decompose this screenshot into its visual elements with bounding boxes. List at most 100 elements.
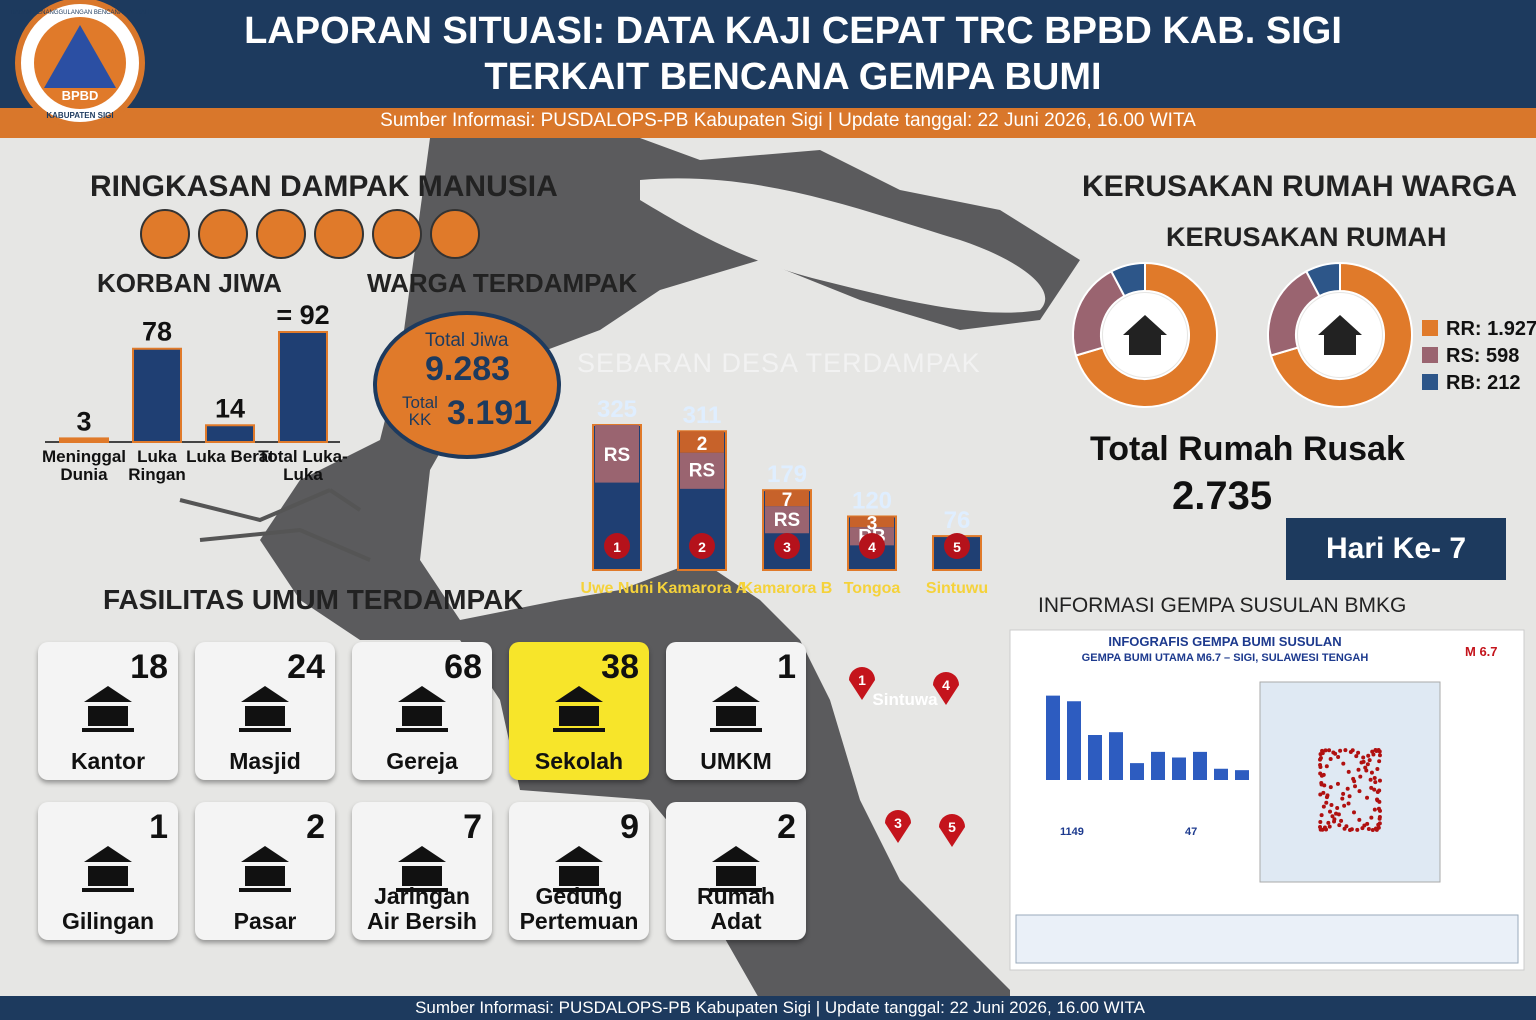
epicenter-dot — [1323, 748, 1328, 753]
epicenter-dot — [1363, 765, 1368, 770]
pin — [859, 533, 885, 559]
epicenter-dot — [1334, 811, 1339, 816]
facility-label: Gedung Pertemuan — [519, 883, 639, 934]
category-label: Luka Berat — [186, 447, 274, 466]
epicenter-dot — [1318, 762, 1323, 767]
epicenter-dot — [1321, 790, 1326, 795]
map-pin-label: 4 — [942, 677, 950, 693]
epicenter-dot — [1319, 813, 1324, 818]
segment — [765, 506, 809, 534]
facility-value: 24 — [287, 648, 325, 686]
segment-label: 7 — [782, 490, 793, 511]
pin-label: 1 — [613, 539, 621, 555]
title: TERKAIT BENCANA GEMPA BUMI — [484, 56, 1102, 98]
total-label: Total Jiwa — [425, 330, 509, 351]
facility-label: Pasar — [233, 908, 297, 934]
bmkg-total: 1149 — [1060, 826, 1084, 838]
epicenter-dot — [1318, 756, 1323, 761]
category-label: Kamarora A — [657, 580, 748, 597]
epicenter-dot — [1365, 821, 1370, 826]
bar — [278, 331, 328, 443]
map-pin — [849, 667, 875, 700]
category-label: Luka Ringan — [128, 447, 186, 484]
aftershock-bar — [1109, 732, 1123, 780]
facility-value: 2 — [306, 808, 325, 846]
pin-label: 3 — [783, 539, 791, 555]
facility-label: Jaringan Air Bersih — [367, 883, 477, 934]
segment — [680, 431, 724, 453]
chart-title: SEBARAN DESA TERDAMPAK — [577, 348, 981, 378]
category-label: Uwe Nuni — [581, 580, 654, 597]
epicenter-dot — [1367, 758, 1372, 763]
donut-slice — [1269, 261, 1413, 408]
total-value: 2.735 — [1172, 474, 1273, 518]
epicenter-dot — [1377, 753, 1382, 758]
donut-slice — [1109, 261, 1146, 298]
aftershock-bar — [1088, 735, 1102, 780]
epicenter-dot — [1335, 806, 1340, 811]
donut-slice — [1304, 261, 1341, 298]
pin — [774, 533, 800, 559]
epicenter-dot — [1358, 774, 1363, 779]
total-bubble — [373, 311, 561, 459]
legend-label: RR: 1.927 — [1446, 318, 1536, 340]
segment-label: RS — [604, 445, 630, 466]
epicenter-dot — [1361, 755, 1366, 760]
facility-icon — [553, 686, 605, 732]
epicenter-dot — [1365, 795, 1370, 800]
legend-label: RS: 598 — [1446, 345, 1519, 367]
facility-card: 24 Masjid — [195, 642, 335, 780]
segment-label: RS — [689, 461, 715, 482]
value-label: 311 — [683, 402, 722, 429]
section-title: INFORMASI GEMPA SUSULAN BMKG — [1038, 594, 1407, 617]
epicenter-dot — [1328, 757, 1333, 762]
facility-card: 2 Rumah Adat — [666, 802, 806, 940]
epicenter-dot — [1327, 824, 1332, 829]
epicenter-dot — [1326, 820, 1331, 825]
section-title: FASILITAS UMUM TERDAMPAK — [103, 584, 524, 615]
epicenter-dot — [1352, 779, 1357, 784]
epicenter-dot — [1359, 760, 1364, 765]
facility-card: 38 Sekolah — [509, 642, 649, 780]
logo-ring: KABUPATEN SIGI — [46, 111, 113, 120]
value-label: = 92 — [276, 300, 329, 330]
epicenter-dot — [1347, 794, 1352, 799]
epicenter-dot — [1377, 778, 1382, 783]
logo-text: BPBD — [62, 88, 99, 103]
facility-label: Rumah Adat — [697, 883, 775, 934]
epicenter-dot — [1330, 814, 1335, 819]
epicenter-dot — [1369, 785, 1374, 790]
map-pin — [885, 810, 911, 843]
epicenter-dot — [1328, 809, 1333, 814]
epicenter-dot — [1346, 769, 1351, 774]
map-pin-label: 5 — [948, 819, 956, 835]
epicenter-dot — [1357, 817, 1362, 822]
total-label: Total KK — [402, 393, 438, 429]
bar — [205, 424, 255, 443]
epicenter-dot — [1336, 755, 1341, 760]
bmkg-subtitle: GEMPA BUMI UTAMA M6.7 – SIGI, SULAWESI T… — [1082, 652, 1369, 664]
section-title: RINGKASAN DAMPAK MANUSIA — [90, 170, 558, 203]
aftershock-bar — [1151, 751, 1165, 780]
house-icon — [1318, 315, 1362, 355]
footer: Sumber Informasi: PUSDALOPS-PB Kabupaten… — [415, 998, 1145, 1017]
bmkg-magnitude: M 6.7 — [1465, 644, 1498, 659]
facility-label: Gilingan — [62, 908, 154, 934]
facility-value: 9 — [620, 808, 639, 846]
facility-icon — [82, 846, 134, 892]
epicenter-dot — [1324, 764, 1329, 769]
epicenter-dot — [1341, 761, 1346, 766]
aftershock-bar — [1067, 701, 1081, 780]
segment-label: 3 — [867, 513, 878, 534]
facility-value: 38 — [601, 648, 639, 686]
bar — [59, 437, 109, 444]
category-label: Total Luka-Luka — [258, 447, 348, 484]
epicenter-dot — [1348, 749, 1353, 754]
aftershock-bar — [1193, 751, 1207, 780]
total-value: 3.191 — [447, 394, 533, 432]
facility-value: 2 — [777, 808, 796, 846]
epicenter-dot — [1345, 786, 1350, 791]
epicenter-dot — [1366, 753, 1371, 758]
